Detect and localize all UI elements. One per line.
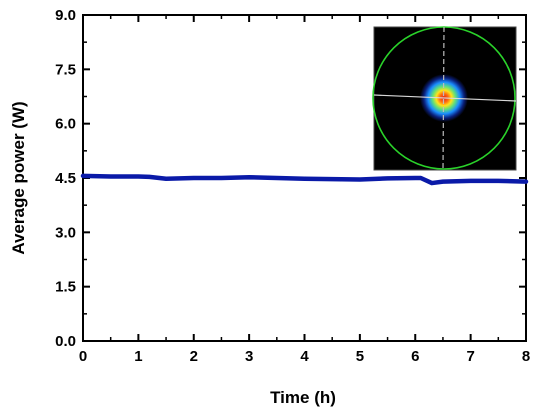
inset-horizontal-crosshair: [373, 94, 517, 102]
y-tick-label: 3.0: [55, 224, 76, 241]
x-tick-label: 4: [300, 348, 309, 365]
y-tick-label: 6.0: [55, 116, 76, 133]
x-tick-label: 3: [245, 348, 253, 365]
y-tick-label: 0.0: [55, 333, 76, 350]
x-axis-title: Time (h): [270, 388, 336, 407]
beam-profile-inset: [372, 26, 517, 171]
x-tick-label: 2: [190, 348, 198, 365]
x-tick-label: 0: [79, 348, 87, 365]
x-tick-label: 1: [134, 348, 142, 365]
series-layer: [80, 173, 529, 186]
x-tick-label: 5: [356, 348, 364, 365]
series-line-0: [80, 173, 529, 186]
y-tick-label: 9.0: [55, 7, 76, 24]
x-tick-label: 7: [466, 348, 474, 365]
x-tick-label: 8: [522, 348, 530, 365]
y-tick-label: 1.5: [55, 279, 76, 296]
y-tick-label: 4.5: [55, 170, 76, 187]
x-tick-label: 6: [411, 348, 419, 365]
y-axis-title: Average power (W): [9, 101, 28, 254]
plot-area: 0 1 2 3 4 5 6 7 8 0.0 1.5 3.0 4.5 6.0 7.5 9.0: [55, 7, 530, 365]
y-tick-label: 7.5: [55, 61, 76, 78]
